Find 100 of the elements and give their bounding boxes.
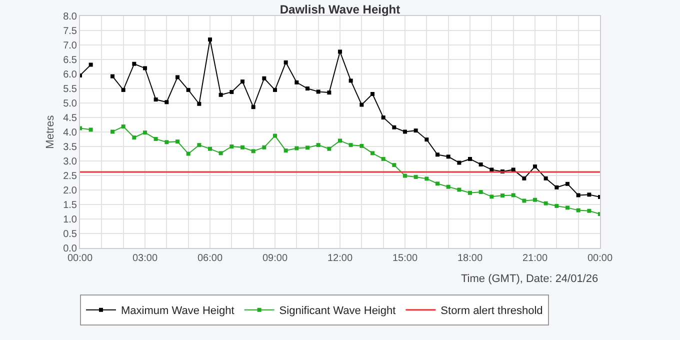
point xyxy=(554,204,559,208)
point xyxy=(414,128,418,133)
point xyxy=(522,176,526,180)
x-axis-title: Time (GMT), Date: 24/01/26 xyxy=(461,273,598,285)
x-tick-label: 18:00 xyxy=(457,253,483,264)
y-tick-label: 6.0 xyxy=(63,70,78,80)
x-tick-label: 06:00 xyxy=(197,253,223,264)
point xyxy=(176,75,180,80)
point xyxy=(110,74,114,78)
x-tick-label: 09:00 xyxy=(262,253,288,264)
point xyxy=(262,76,266,80)
point xyxy=(587,192,592,197)
x-tick-label: 00:00 xyxy=(67,253,93,264)
point xyxy=(424,138,429,142)
y-tick-label: 7.0 xyxy=(63,40,78,52)
point xyxy=(576,193,580,198)
point xyxy=(414,174,418,179)
point xyxy=(576,208,580,212)
point xyxy=(143,66,147,70)
point xyxy=(154,136,158,141)
point xyxy=(392,163,396,168)
y-tick-label: 8.0 xyxy=(63,12,78,22)
point xyxy=(273,134,277,138)
y-tick-label: 3.5 xyxy=(63,142,78,153)
point xyxy=(176,140,180,144)
y-tick-label: 4.5 xyxy=(63,113,78,124)
point xyxy=(424,176,429,181)
y-tick-label: 3.0 xyxy=(63,156,78,168)
point xyxy=(490,194,494,199)
y-tick-label: 2.5 xyxy=(63,171,78,182)
legend-label: Maximum Wave Height xyxy=(121,305,234,318)
point xyxy=(208,146,212,151)
legend-label: Storm alert threshold xyxy=(440,305,543,318)
point xyxy=(554,185,559,190)
point xyxy=(370,151,374,156)
x-tick-label: 00:00 xyxy=(587,253,613,264)
point xyxy=(478,162,483,166)
point xyxy=(457,160,462,165)
point xyxy=(240,80,244,84)
point xyxy=(338,138,342,143)
point xyxy=(403,174,407,178)
point xyxy=(436,152,440,157)
point xyxy=(316,143,320,148)
x-tick-label: 21:00 xyxy=(522,253,548,264)
y-tick-label: 1.5 xyxy=(63,200,78,211)
point xyxy=(327,146,332,151)
point xyxy=(186,152,190,156)
point xyxy=(566,206,570,210)
point xyxy=(230,144,234,148)
point xyxy=(208,37,212,42)
x-tick-label: 12:00 xyxy=(327,253,353,264)
y-tick-label: 5.5 xyxy=(63,84,78,95)
point xyxy=(294,146,299,150)
point xyxy=(273,88,277,92)
point xyxy=(522,198,526,203)
point xyxy=(132,136,136,140)
point xyxy=(338,50,342,54)
point xyxy=(348,78,353,83)
y-tick-label: 6.5 xyxy=(63,55,78,66)
x-tick-label: 03:00 xyxy=(132,253,158,264)
point xyxy=(262,145,266,150)
point xyxy=(544,201,548,206)
point xyxy=(218,92,223,97)
y-tick-label: 5.0 xyxy=(63,98,78,110)
point xyxy=(240,145,244,150)
point xyxy=(327,90,332,95)
point xyxy=(403,130,407,134)
y-tick-label: 0.0 xyxy=(63,244,78,254)
y-tick-label: 1.0 xyxy=(63,214,78,226)
point xyxy=(436,182,440,186)
point xyxy=(88,128,93,132)
point xyxy=(457,188,462,192)
point xyxy=(110,130,114,134)
point xyxy=(154,98,158,102)
chart-title: Dawlish Wave Height xyxy=(280,2,400,16)
point xyxy=(370,92,374,96)
point xyxy=(587,208,592,213)
point xyxy=(468,156,472,161)
point xyxy=(381,156,386,161)
y-tick-label: 2.0 xyxy=(63,186,78,196)
point xyxy=(306,146,310,150)
point xyxy=(490,168,494,172)
point xyxy=(186,88,190,92)
point xyxy=(566,182,570,186)
point xyxy=(121,124,126,128)
point xyxy=(533,164,537,169)
point xyxy=(533,198,537,202)
point xyxy=(381,116,386,120)
y-tick-label: 4.0 xyxy=(63,128,78,138)
point xyxy=(121,88,126,92)
point xyxy=(446,184,450,189)
point xyxy=(511,193,516,198)
point xyxy=(348,143,353,148)
point xyxy=(132,62,136,66)
point xyxy=(251,105,256,110)
point xyxy=(294,80,299,84)
point xyxy=(468,190,472,195)
x-tick-label: 15:00 xyxy=(392,253,418,264)
point xyxy=(316,90,320,94)
y-tick-label: 0.5 xyxy=(63,229,78,240)
